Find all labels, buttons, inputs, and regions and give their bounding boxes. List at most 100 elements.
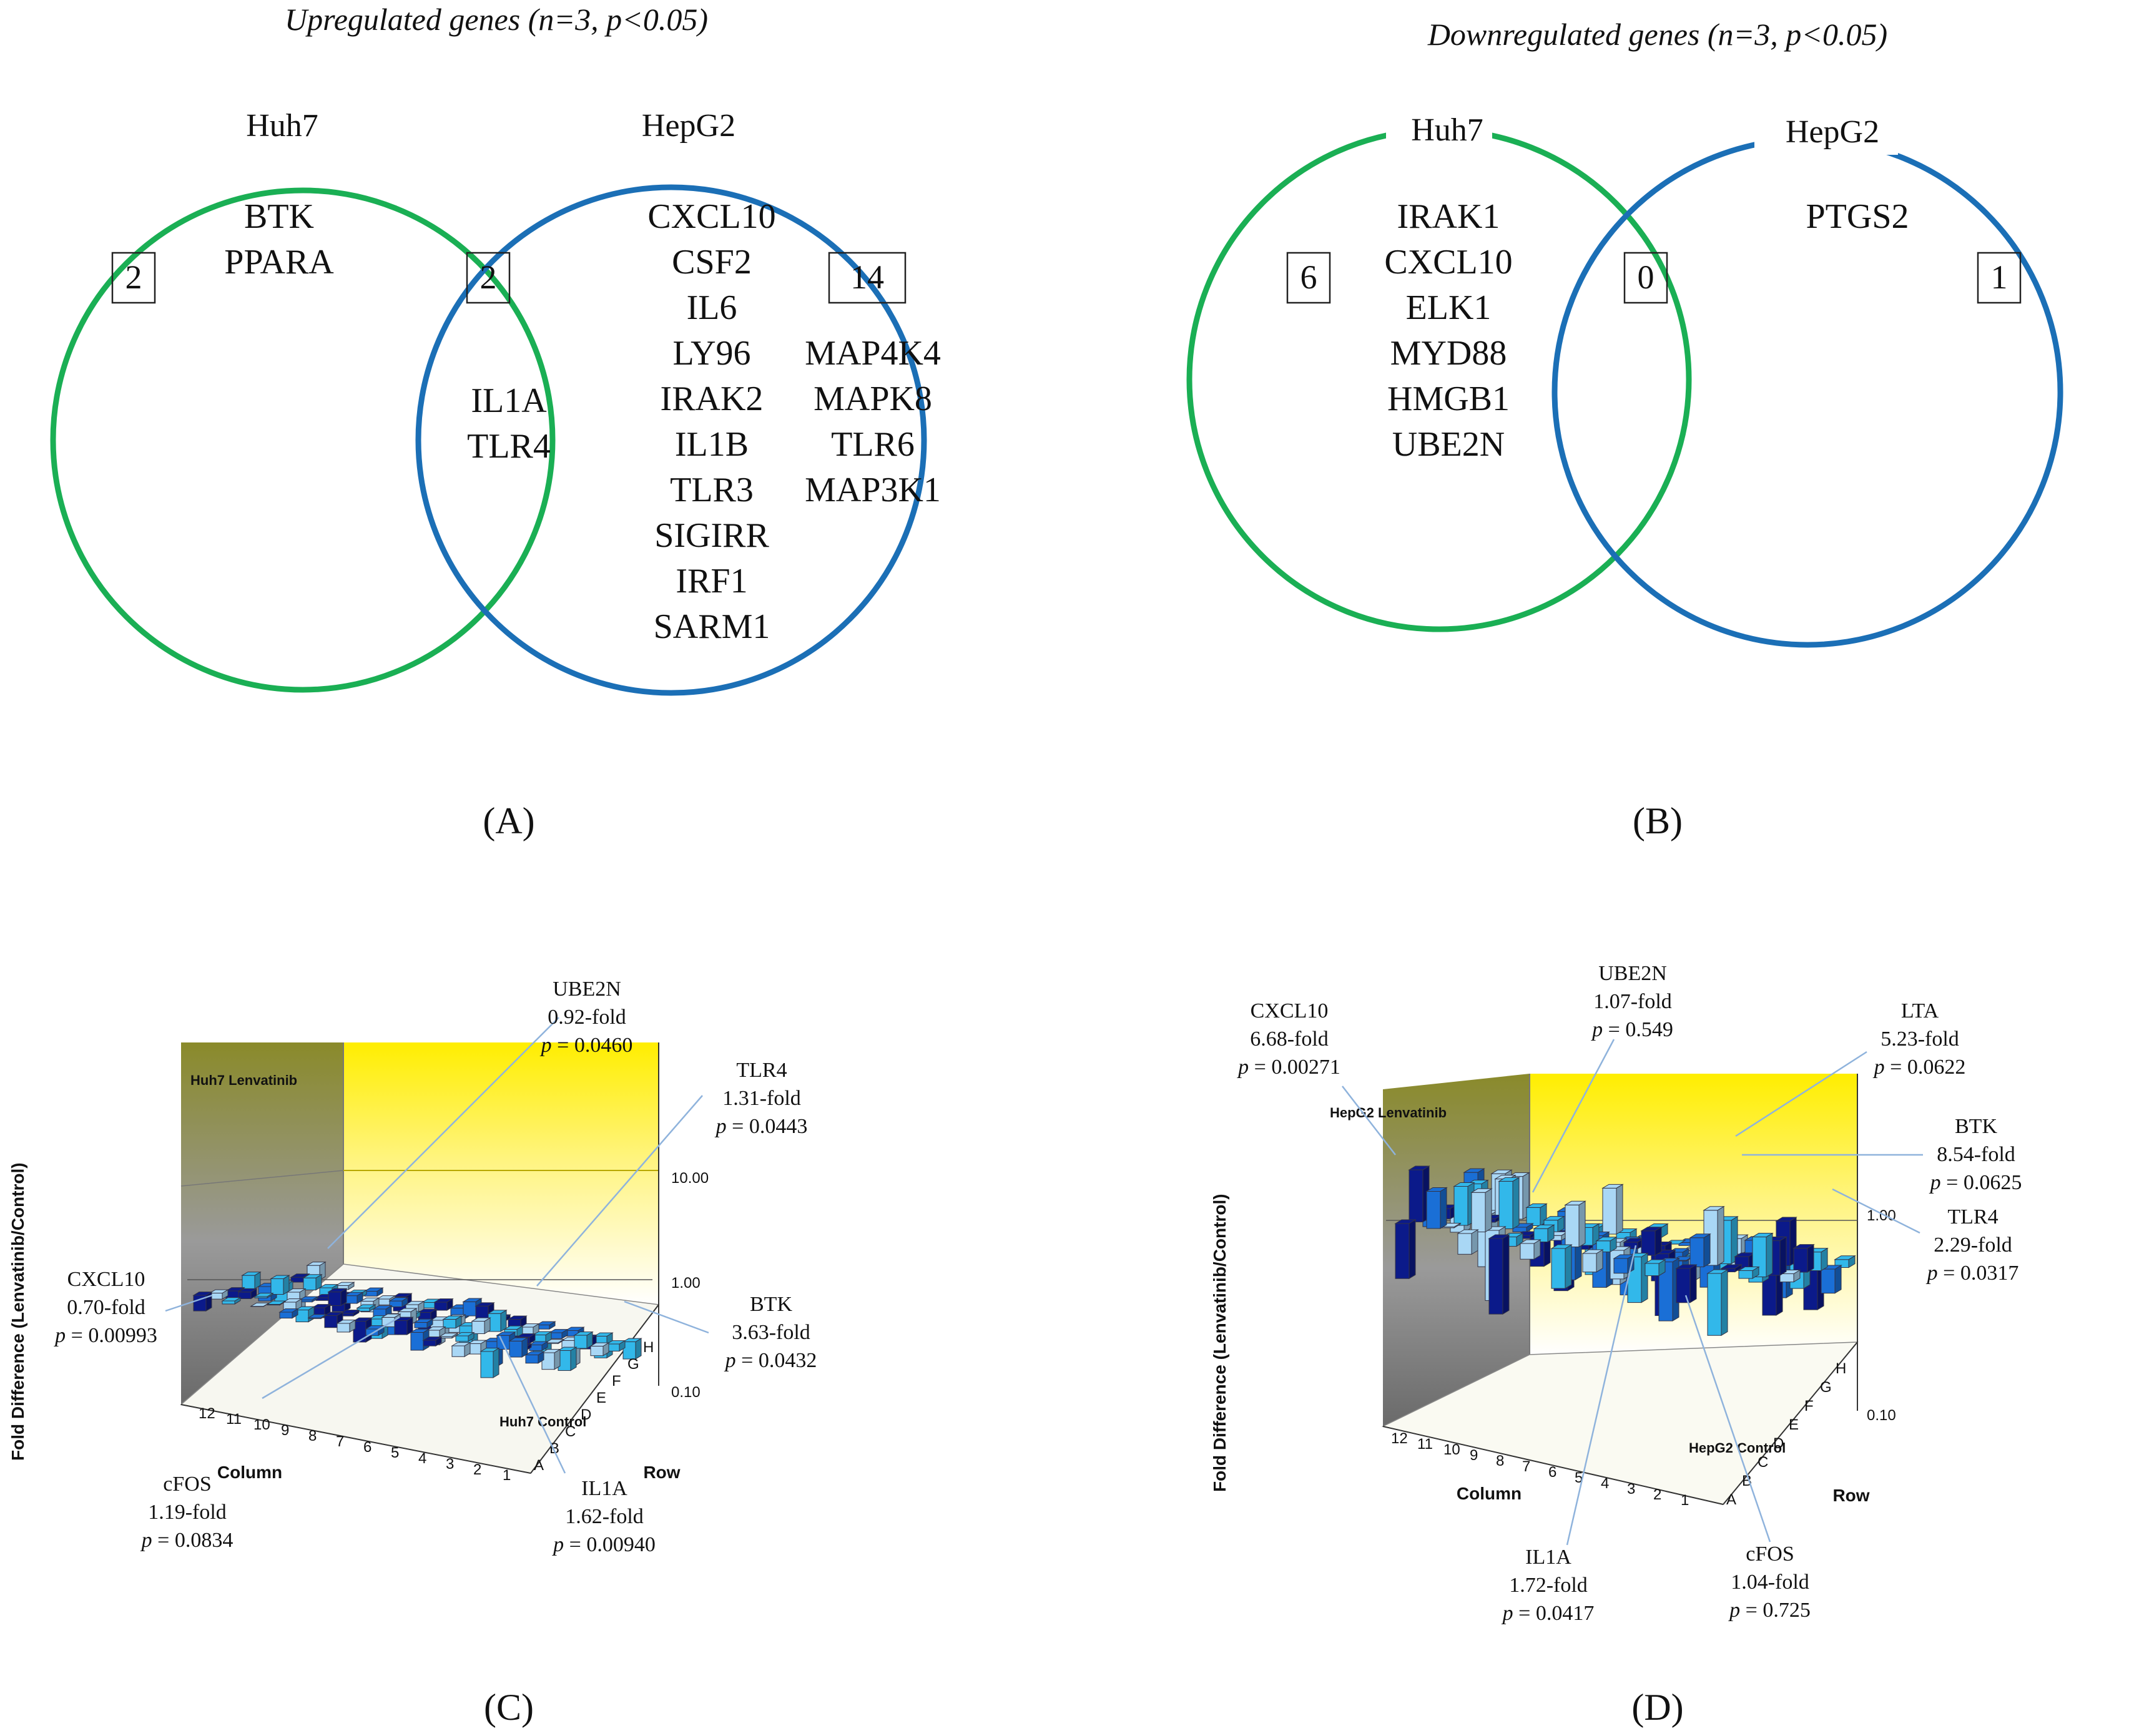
plate-bar bbox=[1457, 1233, 1472, 1255]
plate-bar-side bbox=[1721, 1269, 1728, 1336]
column-tick: 10 bbox=[1443, 1441, 1460, 1458]
plate-bar-top bbox=[503, 1325, 524, 1330]
plate-bar bbox=[1821, 1268, 1836, 1294]
plate-bar-top bbox=[286, 1288, 307, 1293]
plate-bar bbox=[451, 1345, 465, 1357]
plate-bar-top bbox=[413, 1318, 434, 1323]
plate-bar-top bbox=[282, 1298, 303, 1303]
svg-text:IL1A: IL1A bbox=[1525, 1546, 1571, 1569]
plate-bar bbox=[1707, 1273, 1722, 1336]
column-tick: 10 bbox=[253, 1416, 270, 1433]
gene-label: IRF1 bbox=[676, 562, 747, 601]
svg-text:p = 0.00271: p = 0.00271 bbox=[1237, 1056, 1340, 1079]
plate-bar-top bbox=[536, 1321, 556, 1325]
svg-text:p = 0.0834: p = 0.0834 bbox=[140, 1529, 234, 1552]
plate-bar-top bbox=[1425, 1187, 1448, 1192]
plate-bar-top bbox=[528, 1341, 549, 1345]
plot-d-annotation-il1a: IL1A 1.72-fold p = 0.0417 bbox=[1502, 1546, 1595, 1625]
plate-bar-top bbox=[1601, 1184, 1624, 1189]
plate-bar-top bbox=[573, 1331, 594, 1336]
plate-bar-top bbox=[564, 1327, 585, 1331]
plate-bar bbox=[509, 1340, 523, 1358]
plot-c: Huh7 Lenvatinib Huh7 Control 10.00 1.00 … bbox=[8, 978, 817, 1728]
plate-bar-top bbox=[306, 1262, 327, 1266]
plate-bar-top bbox=[462, 1298, 483, 1302]
plate-bar-top bbox=[1490, 1169, 1513, 1174]
plate-bar-top bbox=[1519, 1239, 1541, 1244]
plate-bar-top bbox=[221, 1297, 242, 1302]
row-tick: B bbox=[1742, 1473, 1752, 1489]
plate-bar-top bbox=[1581, 1249, 1604, 1254]
svg-text:0.92-fold: 0.92-fold bbox=[548, 1006, 626, 1029]
svg-text:p = 0.725: p = 0.725 bbox=[1728, 1599, 1811, 1622]
plate-bar bbox=[1426, 1190, 1441, 1229]
svg-text:CXCL10: CXCL10 bbox=[1251, 999, 1329, 1022]
plate-bar-top bbox=[1453, 1182, 1475, 1187]
column-tick: 5 bbox=[391, 1444, 399, 1461]
column-tick: 6 bbox=[1548, 1464, 1556, 1481]
plate-bar-top bbox=[438, 1333, 459, 1337]
plate-bar-top bbox=[1738, 1266, 1760, 1271]
plot-d-rowlabel: Row bbox=[1832, 1486, 1869, 1505]
row-tick: A bbox=[1726, 1491, 1736, 1508]
column-tick: 11 bbox=[226, 1411, 242, 1428]
plate-bar bbox=[414, 1322, 428, 1328]
plate-bar bbox=[1551, 1248, 1566, 1289]
plate-bar-top bbox=[496, 1331, 516, 1336]
panel-label-c: (C) bbox=[484, 1687, 534, 1728]
plate-bar-top bbox=[532, 1331, 553, 1335]
plate-bar-top bbox=[1488, 1234, 1510, 1239]
row-tick: G bbox=[1820, 1379, 1832, 1396]
gene-label: CSF2 bbox=[672, 243, 752, 282]
axis-tick: 10.00 bbox=[671, 1170, 709, 1187]
plate-bar-top bbox=[270, 1275, 290, 1279]
venn-b-overlap-count: 0 bbox=[1638, 258, 1655, 296]
axis-tick: 0.10 bbox=[671, 1384, 701, 1401]
gene-label: MAP4K4 bbox=[805, 334, 941, 373]
panel-label-b: (B) bbox=[1633, 800, 1683, 841]
plate-bar bbox=[1793, 1248, 1808, 1273]
plate-bar-top bbox=[541, 1349, 561, 1353]
plot-c-annotation-tlr4: TLR4 1.31-fold p = 0.0443 bbox=[715, 1059, 808, 1138]
column-tick: 3 bbox=[446, 1456, 454, 1473]
column-tick: 4 bbox=[418, 1450, 426, 1467]
plot-c-back-wall bbox=[343, 1042, 659, 1305]
plate-bar-side bbox=[1834, 1265, 1842, 1294]
gene-label: IRAK1 bbox=[1397, 197, 1500, 236]
plate-bar-top bbox=[548, 1329, 569, 1333]
svg-text:cFOS: cFOS bbox=[1746, 1542, 1794, 1566]
svg-text:p = 0.0432: p = 0.0432 bbox=[724, 1349, 817, 1372]
plate-bar-top bbox=[593, 1332, 614, 1336]
plate-bar-top bbox=[1640, 1227, 1663, 1232]
plate-bar-top bbox=[295, 1306, 315, 1310]
svg-text:1.31-fold: 1.31-fold bbox=[722, 1087, 801, 1110]
plot-c-annotation-btk: BTK 3.63-fold p = 0.0432 bbox=[724, 1293, 817, 1372]
svg-text:1.07-fold: 1.07-fold bbox=[1593, 990, 1672, 1013]
gene-label: IRAK2 bbox=[661, 380, 764, 418]
plate-bar bbox=[242, 1275, 255, 1289]
plate-bar-top bbox=[356, 1304, 376, 1308]
plate-bar-side bbox=[1440, 1187, 1447, 1229]
column-tick: 9 bbox=[281, 1422, 289, 1439]
plate-bar bbox=[1689, 1237, 1704, 1268]
plate-bar-top bbox=[318, 1284, 339, 1288]
plate-bar bbox=[394, 1320, 408, 1335]
gene-label: MAPK8 bbox=[814, 380, 932, 418]
plate-bar-top bbox=[253, 1293, 274, 1297]
svg-text:8.54-fold: 8.54-fold bbox=[1937, 1143, 2015, 1166]
svg-text:BTK: BTK bbox=[750, 1293, 792, 1316]
plate-bar-side bbox=[1655, 1226, 1662, 1256]
column-tick: 1 bbox=[1681, 1492, 1689, 1509]
plate-bar bbox=[1526, 1207, 1541, 1226]
svg-text:BTK: BTK bbox=[1955, 1115, 1997, 1138]
plot-c-plate-label: Huh7 Lenvatinib bbox=[190, 1072, 297, 1088]
column-tick: 8 bbox=[1496, 1453, 1504, 1469]
plate-bar bbox=[324, 1315, 338, 1328]
plate-bar-top bbox=[1703, 1206, 1725, 1211]
plate-bar-top bbox=[1595, 1237, 1618, 1242]
plate-bar-top bbox=[323, 1312, 344, 1316]
plate-bar-top bbox=[442, 1315, 463, 1320]
panel-label-d: (D) bbox=[1631, 1687, 1683, 1728]
plate-bar-top bbox=[405, 1301, 425, 1305]
